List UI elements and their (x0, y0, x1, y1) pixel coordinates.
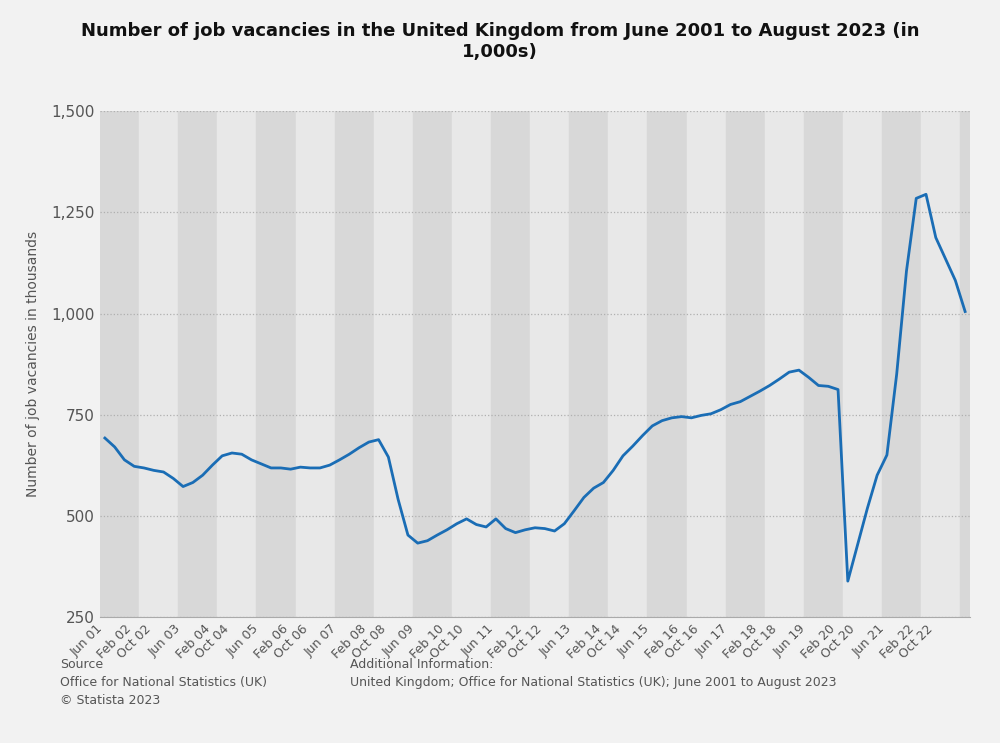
Bar (335, 111, 374, 617)
Bar (178, 111, 217, 617)
Bar (100, 111, 139, 617)
Text: Additional Information:
United Kingdom; Office for National Statistics (UK); Jun: Additional Information: United Kingdom; … (350, 658, 836, 689)
Bar (804, 111, 843, 617)
Bar (569, 111, 608, 617)
Y-axis label: Number of job vacancies in thousands: Number of job vacancies in thousands (26, 231, 40, 497)
Bar (647, 111, 687, 617)
Bar (530, 111, 569, 617)
Bar (217, 111, 256, 617)
Bar (882, 111, 921, 617)
Bar (921, 111, 960, 617)
Bar (843, 111, 882, 617)
Bar (687, 111, 726, 617)
Bar (765, 111, 804, 617)
Bar (374, 111, 413, 617)
Bar (413, 111, 452, 617)
Bar (452, 111, 491, 617)
Bar (726, 111, 765, 617)
Bar (139, 111, 178, 617)
Bar (960, 111, 999, 617)
Bar (608, 111, 647, 617)
Text: Source
Office for National Statistics (UK)
© Statista 2023: Source Office for National Statistics (U… (60, 658, 267, 707)
Bar (296, 111, 335, 617)
Text: Number of job vacancies in the United Kingdom from June 2001 to August 2023 (in
: Number of job vacancies in the United Ki… (81, 22, 919, 61)
Bar (256, 111, 296, 617)
Bar (491, 111, 530, 617)
